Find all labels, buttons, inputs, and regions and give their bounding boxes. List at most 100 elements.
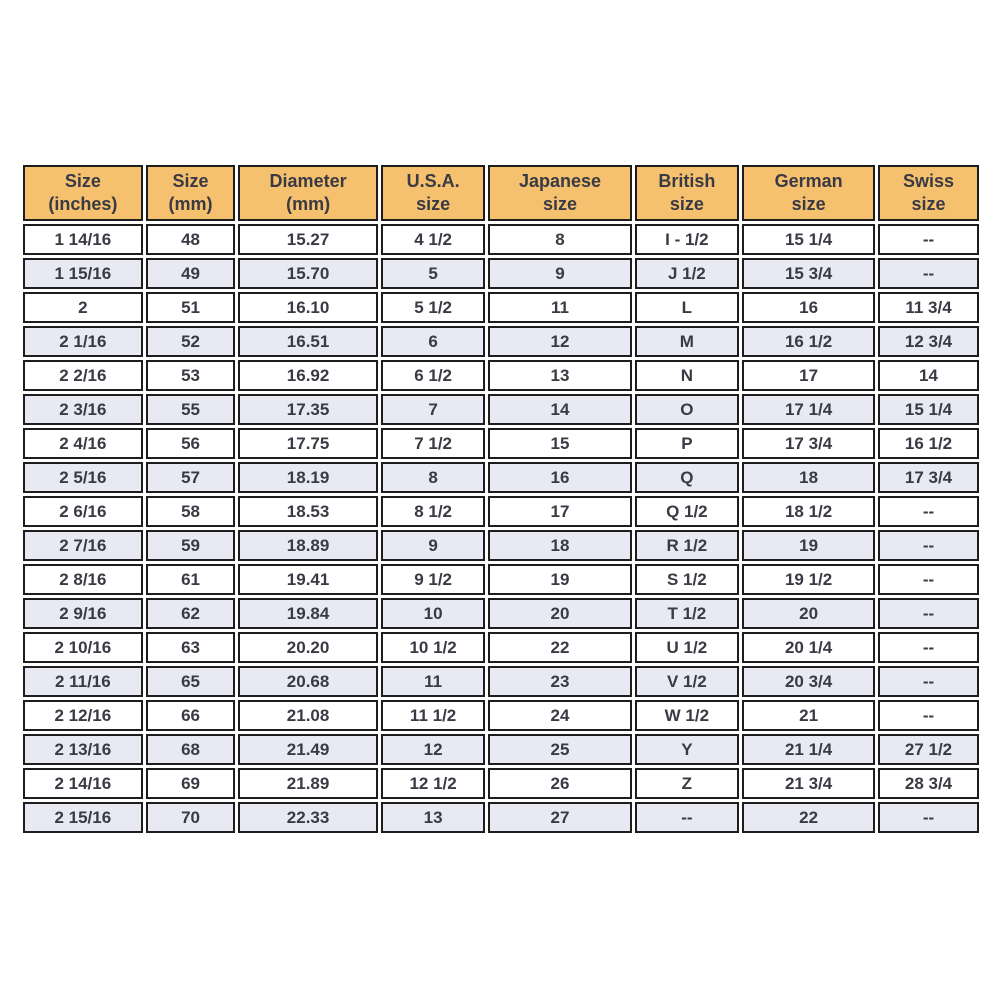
table-cell: 15.27 bbox=[238, 224, 378, 255]
table-cell: -- bbox=[877, 666, 979, 697]
table-cell: 20 bbox=[488, 598, 632, 629]
table-cell: -- bbox=[877, 224, 979, 255]
table-row: 2 7/16 59 18.89 9 18 R 1/2 19 -- bbox=[23, 530, 979, 561]
table-cell: 52 bbox=[145, 326, 236, 357]
table-cell: 6 bbox=[380, 326, 486, 357]
table-cell: 22.33 bbox=[238, 802, 378, 833]
table-cell: 20 3/4 bbox=[742, 666, 875, 697]
table-cell: 61 bbox=[145, 564, 236, 595]
table-cell: 2 6/16 bbox=[23, 496, 143, 527]
column-header: Diameter (mm) bbox=[238, 165, 378, 221]
table-cell: 12 bbox=[488, 326, 632, 357]
table-row: 2 9/16 62 19.84 10 20 T 1/2 20 -- bbox=[23, 598, 979, 629]
table-cell: 11 1/2 bbox=[380, 700, 486, 731]
table-cell: 2 bbox=[23, 292, 143, 323]
table-cell: 1 15/16 bbox=[23, 258, 143, 289]
table-row: 2 15/16 70 22.33 13 27 -- 22 -- bbox=[23, 802, 979, 833]
table-cell: 27 1/2 bbox=[877, 734, 979, 765]
table-cell: V 1/2 bbox=[634, 666, 740, 697]
table-row: 2 14/16 69 21.89 12 1/2 26 Z 21 3/4 28 3/4 bbox=[23, 768, 979, 799]
column-header: Japanese size bbox=[488, 165, 632, 221]
table-cell: 27 bbox=[488, 802, 632, 833]
table-cell: R 1/2 bbox=[634, 530, 740, 561]
table-cell: -- bbox=[877, 632, 979, 663]
table-cell: 16.92 bbox=[238, 360, 378, 391]
table-cell: 9 1/2 bbox=[380, 564, 486, 595]
table-cell: 58 bbox=[145, 496, 236, 527]
table-cell: 15 1/4 bbox=[877, 394, 979, 425]
table-cell: 8 bbox=[488, 224, 632, 255]
table-cell: 17.35 bbox=[238, 394, 378, 425]
table-row: 2 1/16 52 16.51 6 12 M 16 1/2 12 3/4 bbox=[23, 326, 979, 357]
table-cell: 2 10/16 bbox=[23, 632, 143, 663]
table-header: Size (inches) Size (mm) Diameter (mm) U.S.A… bbox=[23, 165, 979, 221]
column-header: Swiss size bbox=[877, 165, 979, 221]
table-cell: Q bbox=[634, 462, 740, 493]
table-cell: 21 3/4 bbox=[742, 768, 875, 799]
table-row: 2 4/16 56 17.75 7 1/2 15 P 17 3/4 16 1/2 bbox=[23, 428, 979, 459]
table-cell: -- bbox=[634, 802, 740, 833]
table-cell: 26 bbox=[488, 768, 632, 799]
table-cell: 14 bbox=[877, 360, 979, 391]
table-cell: 17.75 bbox=[238, 428, 378, 459]
table-cell: 17 3/4 bbox=[877, 462, 979, 493]
table-cell: 5 1/2 bbox=[380, 292, 486, 323]
table-cell: 20 1/4 bbox=[742, 632, 875, 663]
table-cell: 70 bbox=[145, 802, 236, 833]
table-cell: 13 bbox=[380, 802, 486, 833]
table-cell: 14 bbox=[488, 394, 632, 425]
table-cell: L bbox=[634, 292, 740, 323]
table-row: 1 14/16 48 15.27 4 1/2 8 I - 1/2 15 1/4 -- bbox=[23, 224, 979, 255]
table-cell: 59 bbox=[145, 530, 236, 561]
table-cell: 48 bbox=[145, 224, 236, 255]
table-cell: 68 bbox=[145, 734, 236, 765]
table-cell: 17 bbox=[488, 496, 632, 527]
table-row: 2 51 16.10 5 1/2 11 L 16 11 3/4 bbox=[23, 292, 979, 323]
table-row: 2 2/16 53 16.92 6 1/2 13 N 17 14 bbox=[23, 360, 979, 391]
table-cell: 17 1/4 bbox=[742, 394, 875, 425]
table-row: 2 3/16 55 17.35 7 14 O 17 1/4 15 1/4 bbox=[23, 394, 979, 425]
table-row: 2 10/16 63 20.20 10 1/2 22 U 1/2 20 1/4 -- bbox=[23, 632, 979, 663]
table-cell: Z bbox=[634, 768, 740, 799]
table-cell: 51 bbox=[145, 292, 236, 323]
table-cell: 19 bbox=[742, 530, 875, 561]
table-cell: -- bbox=[877, 700, 979, 731]
table-row: 2 5/16 57 18.19 8 16 Q 18 17 3/4 bbox=[23, 462, 979, 493]
table-cell: 10 bbox=[380, 598, 486, 629]
table-row: 2 12/16 66 21.08 11 1/2 24 W 1/2 21 -- bbox=[23, 700, 979, 731]
table-cell: 69 bbox=[145, 768, 236, 799]
table-cell: 13 bbox=[488, 360, 632, 391]
table-cell: 6 1/2 bbox=[380, 360, 486, 391]
table-cell: 16.51 bbox=[238, 326, 378, 357]
table-cell: 2 4/16 bbox=[23, 428, 143, 459]
table-cell: 18 bbox=[742, 462, 875, 493]
table-cell: 22 bbox=[742, 802, 875, 833]
table-cell: 24 bbox=[488, 700, 632, 731]
table-cell: 16 1/2 bbox=[742, 326, 875, 357]
table-cell: 57 bbox=[145, 462, 236, 493]
table-row: 2 6/16 58 18.53 8 1/2 17 Q 1/2 18 1/2 -- bbox=[23, 496, 979, 527]
column-header: Size (mm) bbox=[145, 165, 236, 221]
table-cell: 11 bbox=[380, 666, 486, 697]
table-cell: Y bbox=[634, 734, 740, 765]
table-cell: 12 3/4 bbox=[877, 326, 979, 357]
table-cell: 21 bbox=[742, 700, 875, 731]
column-header: U.S.A. size bbox=[380, 165, 486, 221]
table-cell: 20 bbox=[742, 598, 875, 629]
table-cell: 62 bbox=[145, 598, 236, 629]
column-header: British size bbox=[634, 165, 740, 221]
table-cell: 2 13/16 bbox=[23, 734, 143, 765]
table-row: 2 13/16 68 21.49 12 25 Y 21 1/4 27 1/2 bbox=[23, 734, 979, 765]
table-cell: 19.41 bbox=[238, 564, 378, 595]
table-cell: 12 1/2 bbox=[380, 768, 486, 799]
table-cell: 2 14/16 bbox=[23, 768, 143, 799]
table-cell: 23 bbox=[488, 666, 632, 697]
table-cell: 21.49 bbox=[238, 734, 378, 765]
table-cell: 55 bbox=[145, 394, 236, 425]
table-cell: 2 11/16 bbox=[23, 666, 143, 697]
table-cell: 18 bbox=[488, 530, 632, 561]
table-cell: -- bbox=[877, 496, 979, 527]
table-cell: 2 7/16 bbox=[23, 530, 143, 561]
table-cell: 2 12/16 bbox=[23, 700, 143, 731]
table-cell: W 1/2 bbox=[634, 700, 740, 731]
